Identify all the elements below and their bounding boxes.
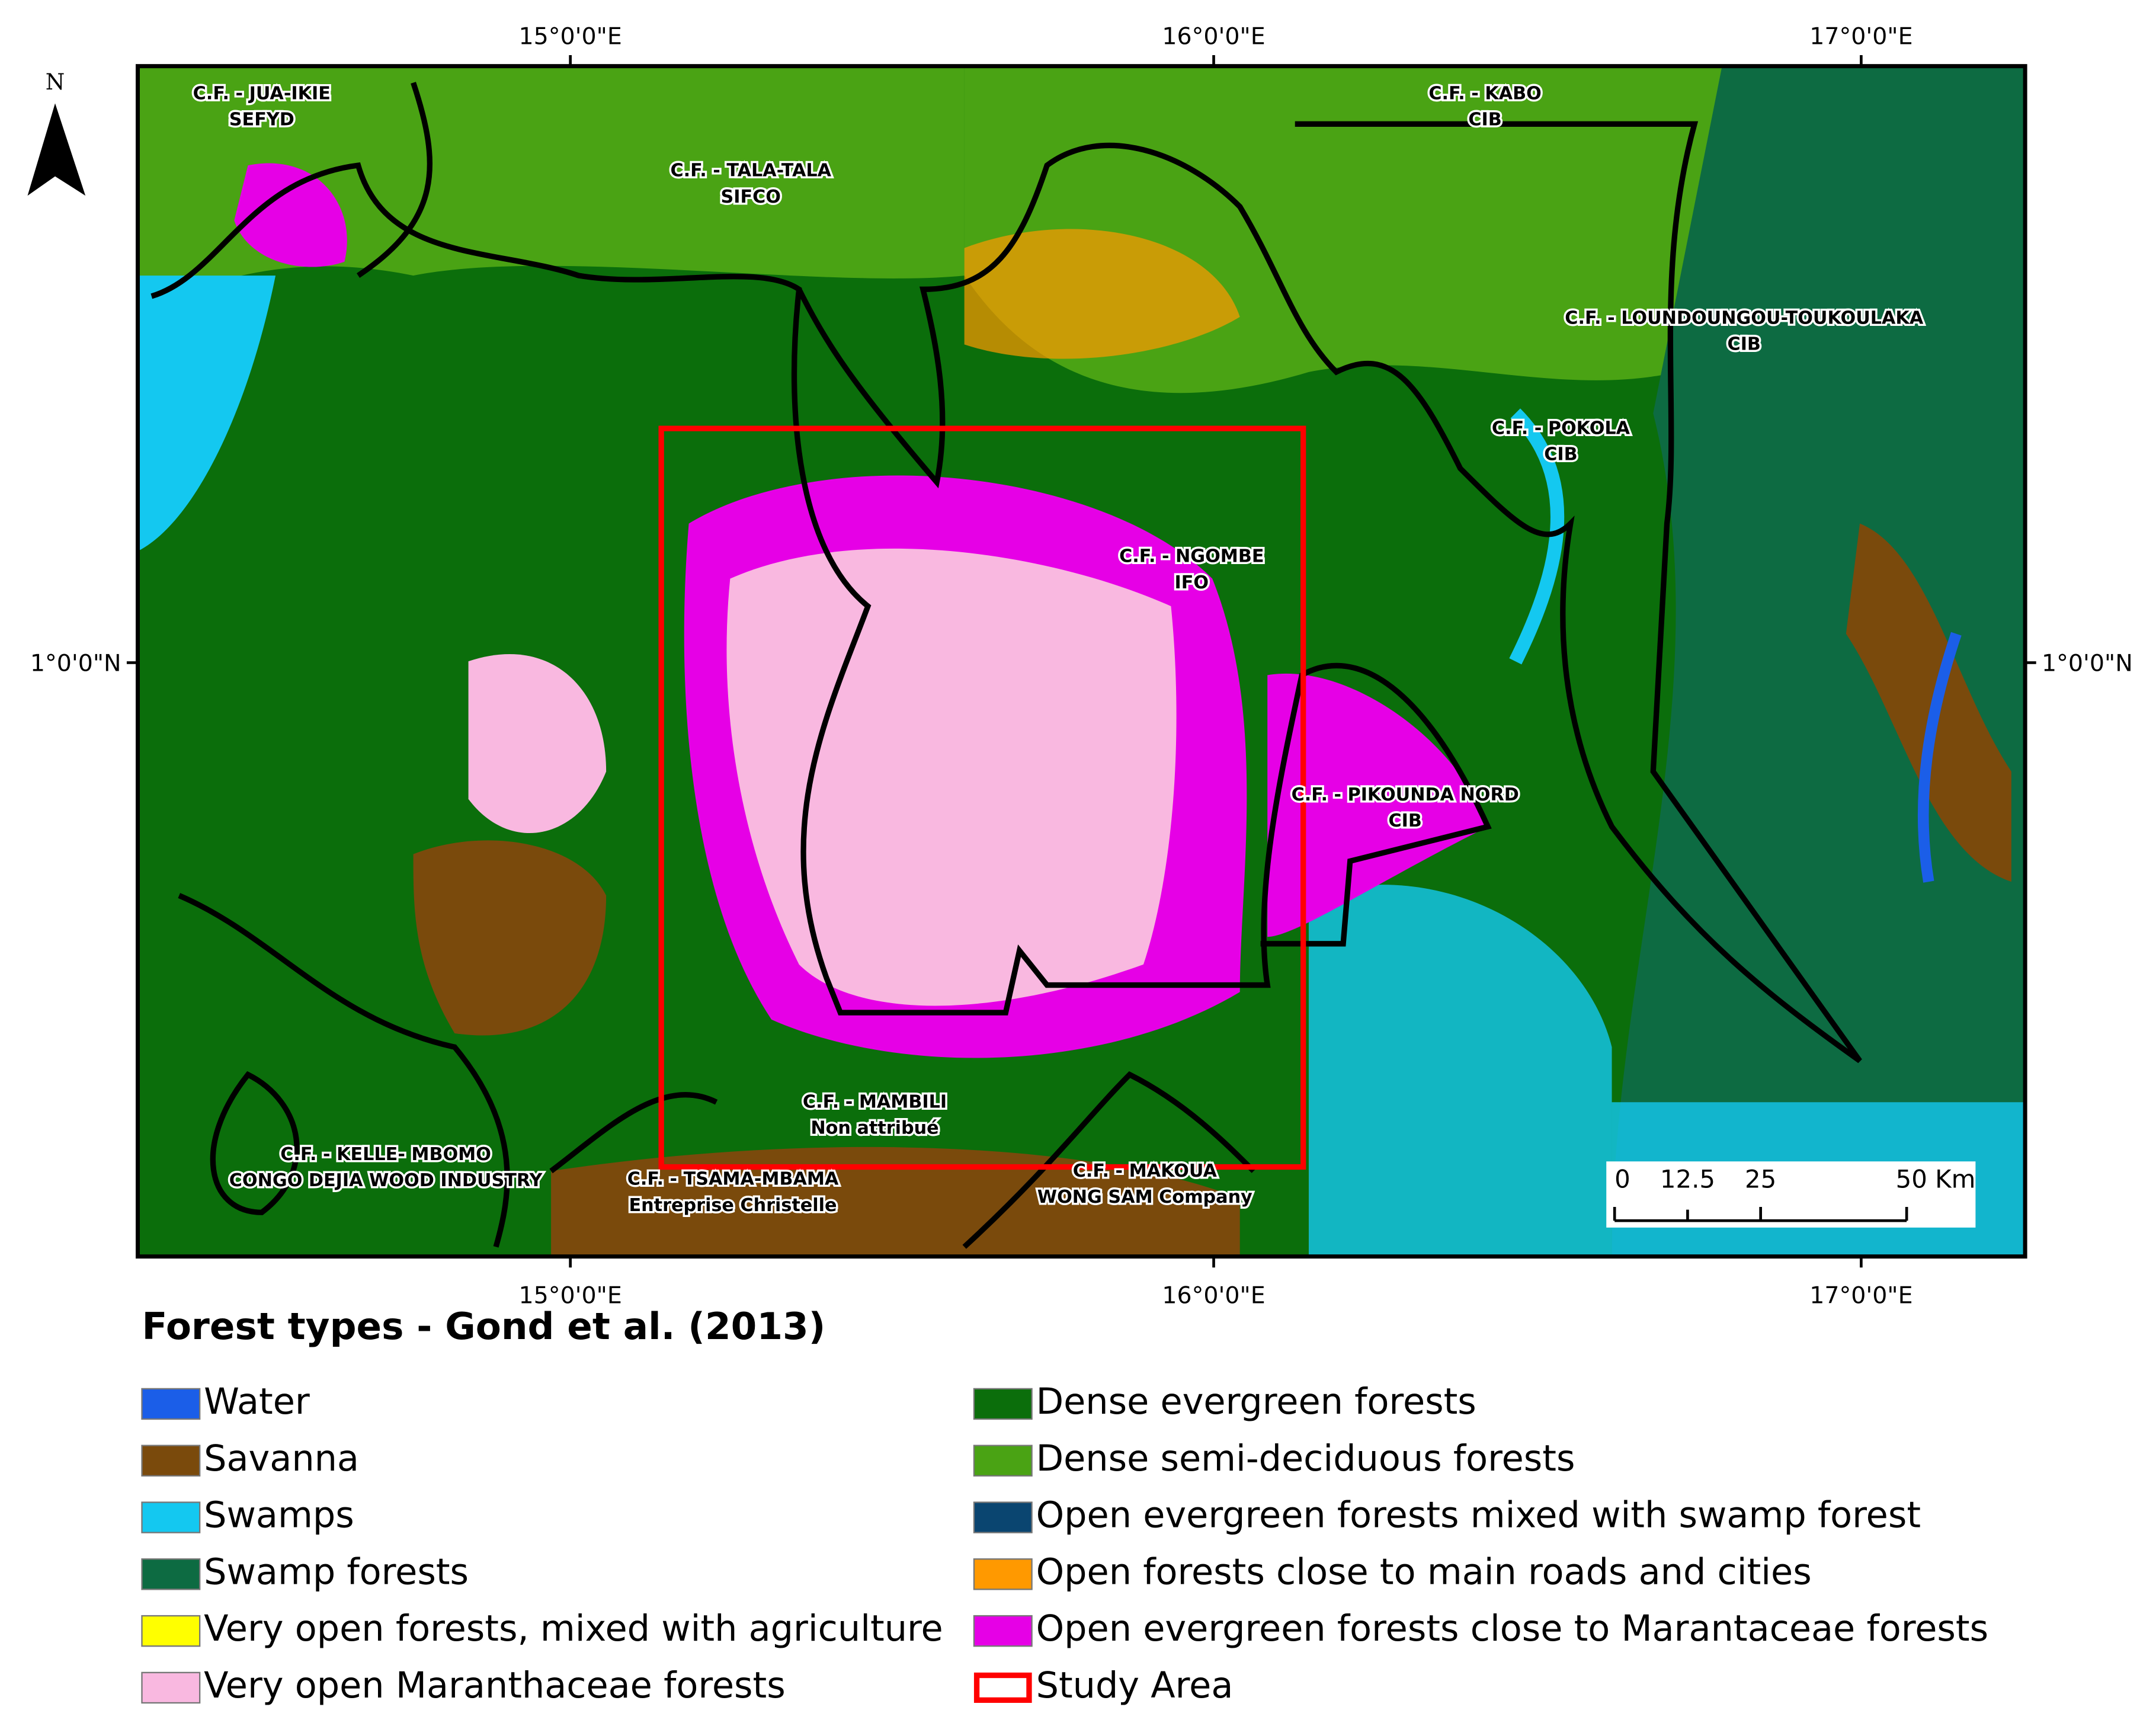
- legend-swatch: [141, 1671, 201, 1704]
- legend-label: Open evergreen forests close to Marantac…: [1036, 1608, 1988, 1650]
- concession-company: CIB: [1468, 110, 1501, 130]
- north-arrow: [27, 103, 86, 196]
- concession-company: IFO: [1175, 572, 1209, 593]
- legend-label: Swamps: [204, 1495, 354, 1536]
- concession-company: CIB: [1544, 444, 1577, 465]
- legend-label: Savanna: [204, 1438, 359, 1479]
- concession-name: C.F. - TALA-TALA: [670, 161, 831, 181]
- legend-label: Dense evergreen forests: [1036, 1381, 1476, 1423]
- maranthaceae-zone: [726, 548, 1177, 1006]
- marantaceae-zone: [1267, 673, 1488, 937]
- scale-bar: [1613, 1206, 1908, 1222]
- concession-company: SIFCO: [720, 187, 781, 207]
- concession-company: WONG SAM Company: [1037, 1187, 1252, 1208]
- legend-label: Very open Maranthaceae forests: [204, 1665, 786, 1706]
- legend-label: Swamp forests: [204, 1551, 469, 1593]
- legend-swatch: [973, 1388, 1033, 1420]
- top-tick-label: 16°0'0"E: [1162, 23, 1265, 50]
- legend-swatch: [141, 1558, 201, 1590]
- concession-name: C.F. - MAMBILI: [803, 1092, 947, 1113]
- maranthaceae-zone: [468, 654, 607, 834]
- bottom-tick-label: 15°0'0"E: [518, 1282, 622, 1309]
- legend-label: Study Area: [1036, 1665, 1234, 1706]
- top-tick-label: 15°0'0"E: [518, 23, 622, 50]
- swamp-zone: [1308, 885, 1612, 1257]
- legend-label: Open evergreen forests mixed with swamp …: [1036, 1495, 1921, 1536]
- scale-label: 25: [1745, 1164, 1776, 1193]
- concession-name: C.F. - PIKOUNDA NORD: [1292, 784, 1519, 805]
- legend-swatch: [973, 1445, 1033, 1477]
- concession-company: Non attribué: [810, 1118, 938, 1139]
- legend-swatch: [141, 1445, 201, 1477]
- bottom-tick-label: 16°0'0"E: [1162, 1282, 1265, 1309]
- concession-company: Entreprise Christelle: [629, 1195, 837, 1216]
- scale-label: 50 Km: [1896, 1164, 1976, 1193]
- concession-company: SEFYD: [229, 110, 294, 130]
- north-label: N: [46, 69, 65, 95]
- legend-swatch: [141, 1501, 201, 1533]
- legend-label: Dense semi-deciduous forests: [1036, 1438, 1575, 1479]
- scale-label: 12.5: [1660, 1164, 1715, 1193]
- legend-label: Open forests close to main roads and cit…: [1036, 1551, 1812, 1593]
- concession-name: C.F. - NGOMBE: [1119, 546, 1264, 567]
- roads-zone: [964, 229, 1240, 359]
- map-area: [137, 66, 2026, 1257]
- concession-name: C.F. - TSAMA-MBAMA: [627, 1169, 839, 1190]
- right-tick-label: 1°0'0"N: [2042, 649, 2133, 677]
- concession-company: CONGO DEJIA WOOD INDUSTRY: [229, 1170, 543, 1191]
- legend-title: Forest types - Gond et al. (2013): [142, 1305, 825, 1348]
- scale-bar-box: [1606, 1161, 1976, 1228]
- legend-swatch: [973, 1501, 1033, 1533]
- left-tick-label: 1°0'0"N: [30, 649, 121, 677]
- concession-name: C.F. - POKOLA: [1492, 418, 1630, 438]
- concession-name: C.F. - KABO: [1428, 83, 1541, 104]
- concession-name: C.F. - LOUNDOUNGOU-TOUKOULAKA: [1565, 308, 1924, 328]
- swamp-forest-zone: [1612, 66, 2026, 1257]
- legend-swatch: [141, 1388, 201, 1420]
- bottom-tick-label: 17°0'0"E: [1809, 1282, 1912, 1309]
- legend-swatch: [973, 1615, 1033, 1647]
- scale-label: 0: [1614, 1164, 1630, 1193]
- savanna-zone: [551, 1146, 1240, 1257]
- concession-company: CIB: [1728, 334, 1761, 355]
- concession-boundaries: [150, 82, 1862, 1249]
- concession-name: C.F. - JUA-IKIE: [193, 83, 331, 104]
- legend-swatch: [141, 1615, 201, 1647]
- study-area: [658, 425, 1306, 1170]
- legend-label: Water: [204, 1381, 310, 1423]
- marantaceae-zone: [234, 163, 347, 267]
- concession-name: C.F. - KELLE- MBOMO: [280, 1144, 491, 1165]
- concession-company: CIB: [1389, 811, 1422, 831]
- legend-label: Very open forests, mixed with agricultur…: [204, 1608, 943, 1650]
- savanna-zone: [413, 840, 607, 1036]
- river: [1917, 632, 1962, 883]
- legend-swatch: [973, 1672, 1032, 1703]
- swamp-zone: [137, 276, 276, 552]
- legend-swatch: [973, 1558, 1033, 1590]
- top-tick-label: 17°0'0"E: [1809, 23, 1912, 50]
- savanna-zone: [1846, 523, 2011, 882]
- concession-name: C.F. - MAKOUA: [1073, 1161, 1218, 1181]
